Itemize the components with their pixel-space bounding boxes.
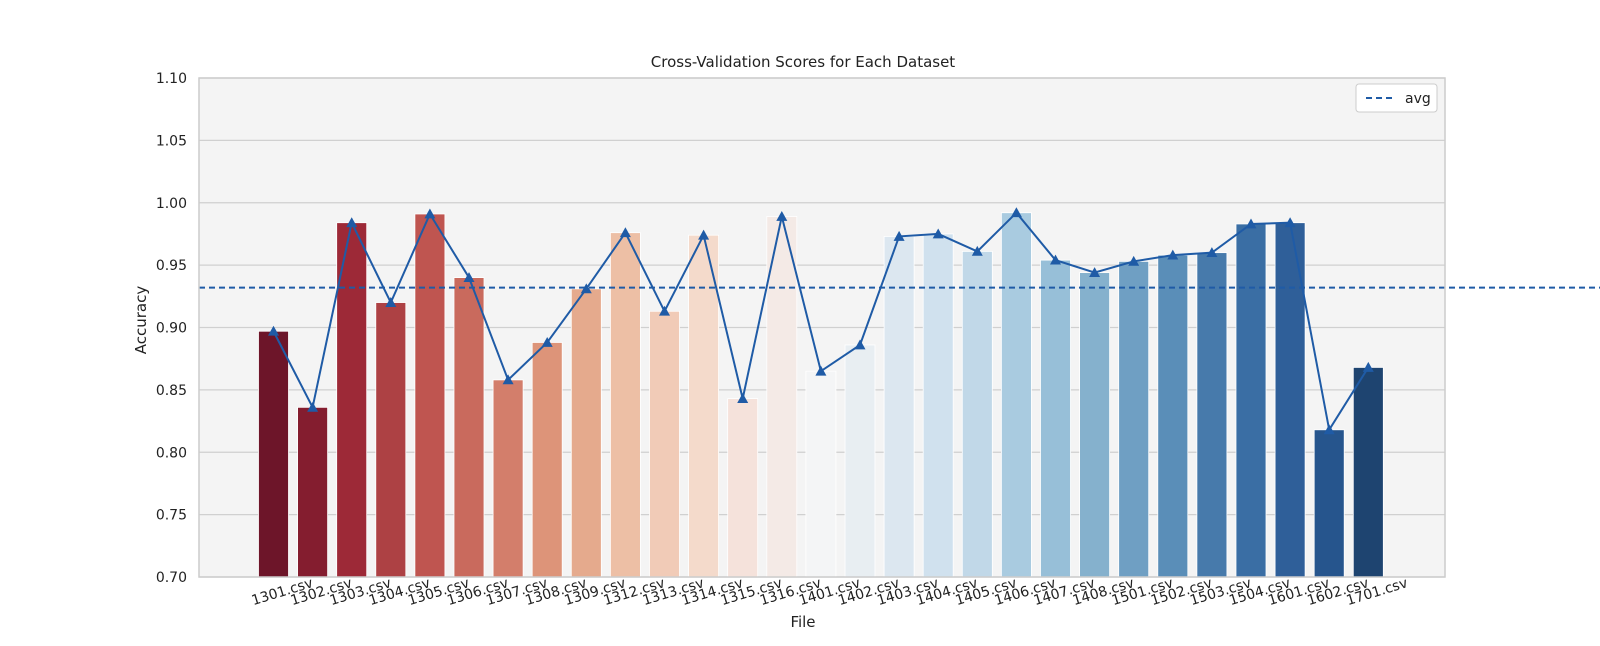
y-tick-label: 0.95 — [156, 258, 187, 274]
series-marker — [1284, 217, 1296, 228]
bar — [1001, 212, 1032, 578]
series-marker — [1050, 254, 1061, 265]
chart-title: Cross-Validation Scores for Each Dataset — [651, 53, 956, 71]
series-marker — [580, 283, 592, 294]
x-axis-label: File — [790, 613, 815, 631]
bar — [570, 288, 602, 578]
bar — [414, 213, 446, 578]
series-marker — [346, 217, 358, 228]
plot-area: 0.700.750.800.850.900.951.001.051.101301… — [156, 71, 1600, 609]
bar — [922, 233, 954, 578]
bar — [688, 234, 719, 578]
series-marker — [1362, 361, 1374, 372]
bar — [649, 310, 680, 578]
plot-frame — [198, 77, 1446, 578]
bar — [1157, 254, 1189, 578]
y-tick-label: 0.85 — [156, 383, 187, 399]
series-marker — [932, 228, 944, 239]
bar — [453, 277, 485, 578]
bar — [844, 344, 876, 578]
bar — [297, 406, 329, 578]
y-tick-label: 1.00 — [156, 196, 187, 212]
series-marker — [424, 208, 436, 219]
bar — [1079, 272, 1110, 578]
bar — [1313, 429, 1345, 578]
bar — [805, 370, 837, 578]
series-marker — [463, 272, 475, 282]
series-marker — [1323, 424, 1335, 435]
bar — [258, 330, 289, 578]
series-marker — [1089, 267, 1101, 278]
y-tick-label: 0.90 — [156, 321, 187, 337]
bar — [766, 216, 798, 578]
bar — [1040, 259, 1071, 578]
bar — [492, 379, 524, 578]
y-tick-label: 1.10 — [156, 71, 187, 87]
series-marker — [1167, 249, 1179, 260]
series-marker — [619, 227, 631, 238]
series-marker — [385, 297, 397, 307]
bar — [1118, 260, 1150, 578]
series-marker — [268, 325, 279, 336]
bar — [1352, 367, 1384, 578]
series-marker — [776, 210, 788, 221]
legend-label: avg — [1405, 91, 1431, 107]
y-axis-label: Accuracy — [132, 286, 150, 355]
series-marker — [307, 401, 319, 412]
series-marker — [541, 336, 553, 347]
series-marker — [815, 365, 827, 376]
legend: avg — [1355, 83, 1438, 113]
y-tick-label: 0.75 — [156, 508, 187, 524]
series-marker — [698, 229, 710, 240]
bar — [961, 251, 993, 578]
series-marker — [854, 339, 866, 350]
y-tick-label: 0.80 — [156, 445, 187, 461]
bar — [1196, 252, 1228, 578]
bar — [727, 398, 759, 578]
series-marker — [502, 374, 514, 385]
bar — [1235, 223, 1267, 578]
series-marker — [971, 245, 983, 256]
bar — [531, 342, 563, 578]
series-marker — [893, 230, 905, 241]
series-marker — [659, 305, 670, 316]
legend-box — [1355, 83, 1438, 113]
series-marker — [1245, 218, 1257, 229]
series-marker — [737, 393, 749, 404]
bar — [375, 302, 407, 578]
series-marker — [1128, 255, 1140, 266]
series-marker — [1010, 207, 1022, 218]
y-tick-label: 0.70 — [156, 570, 187, 586]
series-marker — [1206, 247, 1218, 258]
bar — [610, 232, 641, 578]
bar — [336, 222, 368, 578]
y-tick-label: 1.05 — [156, 133, 187, 149]
